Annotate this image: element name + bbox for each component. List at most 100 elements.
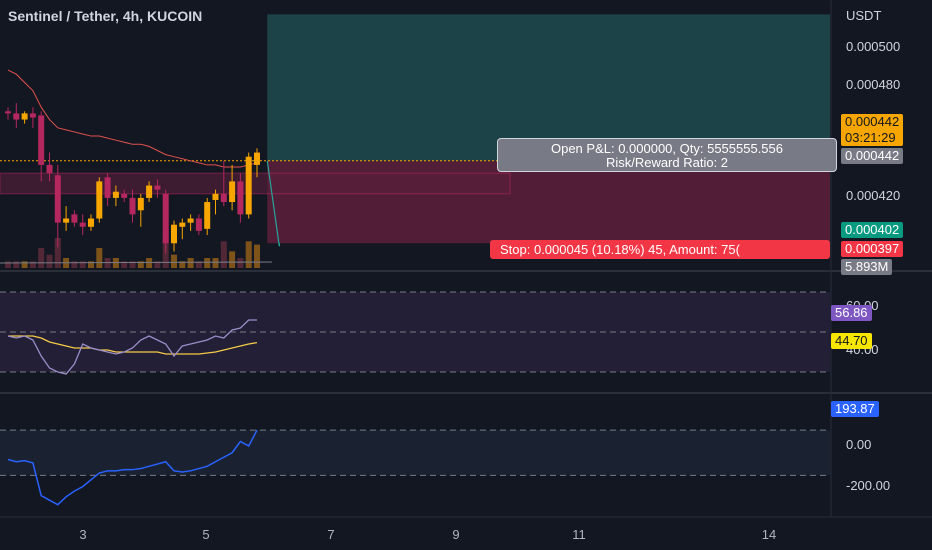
volume-bar xyxy=(21,261,28,268)
countdown-value: 03:21:29 xyxy=(845,130,896,145)
y-tick-label: 0.000480 xyxy=(846,77,901,92)
indicator-value-tag: 193.87 xyxy=(831,401,879,417)
volume-bar xyxy=(204,258,211,268)
candle-body xyxy=(245,156,252,215)
candle-body xyxy=(96,181,103,219)
volume-bar xyxy=(229,251,236,268)
candle-body xyxy=(179,222,186,227)
candle-body xyxy=(137,197,144,211)
volume-bar xyxy=(121,261,128,268)
volume-bar xyxy=(38,248,45,268)
candle-body xyxy=(46,164,53,174)
volume-bar xyxy=(88,261,94,268)
chart-title: Sentinel / Tether, 4h, KUCOIN xyxy=(8,8,203,24)
candle-body xyxy=(13,113,20,120)
candle-body xyxy=(5,111,11,114)
x-tick-label: 3 xyxy=(79,527,87,542)
candle-body xyxy=(29,113,36,118)
candle-body xyxy=(121,193,128,198)
rsi-ma-line xyxy=(8,335,258,355)
candle-body xyxy=(129,197,136,215)
indicator-tick-label: -200.00 xyxy=(846,478,891,493)
profit-zone xyxy=(267,14,830,161)
volume-tag: 5.893M xyxy=(841,259,893,275)
y-tick-label: 0.000500 xyxy=(846,39,901,54)
volume-bar xyxy=(154,261,161,268)
rsi-pane xyxy=(0,291,830,375)
x-tick-label: 5 xyxy=(202,527,210,542)
candle-body xyxy=(171,224,177,244)
candle-body xyxy=(220,193,227,203)
candle-body xyxy=(154,185,161,190)
indicator-pane xyxy=(0,429,830,506)
range-box xyxy=(0,172,511,195)
indicator-band-fill xyxy=(0,430,830,476)
current-price-value: 0.000442 xyxy=(845,114,900,129)
candle-body xyxy=(88,218,94,227)
projected-path xyxy=(266,160,280,247)
x-tick-label: 9 xyxy=(452,527,460,542)
stop-price-tag: 0.000397 xyxy=(841,241,904,257)
volume-bar xyxy=(96,248,103,268)
volume-bar xyxy=(29,261,36,268)
candlesticks[interactable] xyxy=(5,103,260,254)
candle-body xyxy=(204,202,211,229)
candle-body xyxy=(21,113,28,120)
candle-body xyxy=(112,191,119,198)
target-price-tag: 0.000402 xyxy=(841,222,904,238)
price-axis-unit: USDT xyxy=(846,8,882,23)
candle-body xyxy=(212,193,219,200)
volume-bar xyxy=(212,258,219,268)
x-tick-label: 7 xyxy=(327,527,335,542)
stop-info-label: Stop: 0.000045 (10.18%) 45, Amount: 75( xyxy=(490,240,830,259)
position-pnl-text: Open P&L: 0.000000, Qty: 5555555.556 xyxy=(550,141,783,156)
current-price-tag: 0.000442 03:21:29 xyxy=(841,114,904,146)
volume-bar xyxy=(5,261,11,268)
x-tick-label: 14 xyxy=(761,527,777,542)
volume-bar xyxy=(187,258,194,268)
volume-bar xyxy=(71,261,78,268)
volume-bar xyxy=(195,261,202,268)
volume-bar xyxy=(137,261,144,268)
position-info-box[interactable]: Open P&L: 0.000000, Qty: 5555555.556 Ris… xyxy=(497,138,837,172)
entry-price-tag: 0.000442 xyxy=(841,148,904,164)
candle-body xyxy=(54,175,61,223)
volume-bar xyxy=(254,244,260,268)
rsi-ma-value-tag: 44.70 xyxy=(831,333,872,349)
candle-body xyxy=(162,193,169,244)
volume-bars xyxy=(0,238,273,268)
candle-body xyxy=(254,152,260,165)
y-tick-label: 0.000420 xyxy=(846,188,901,203)
candle-body xyxy=(146,185,153,198)
rsi-value-tag: 56.86 xyxy=(831,305,872,321)
candle-body xyxy=(38,115,45,165)
indicator-tick-label: 0.00 xyxy=(846,437,872,452)
volume-bar xyxy=(179,261,186,268)
volume-bar xyxy=(146,258,153,268)
upper-band-path xyxy=(7,69,258,168)
x-tick-label: 11 xyxy=(572,527,586,542)
volume-bar xyxy=(171,254,177,268)
candle-body xyxy=(71,214,78,223)
candle-body xyxy=(104,177,111,198)
volume-bar xyxy=(237,258,244,268)
volume-bar xyxy=(220,241,227,268)
candle-body xyxy=(237,181,244,215)
candle-body xyxy=(229,181,236,203)
indicator-line xyxy=(7,429,258,506)
volume-bar xyxy=(129,261,136,268)
position-zones xyxy=(0,14,830,247)
risk-reward-text: Risk/Reward Ratio: 2 xyxy=(605,155,729,170)
candle-body xyxy=(187,218,194,223)
volume-bar xyxy=(54,238,61,268)
volume-bar xyxy=(245,241,252,268)
candle-body xyxy=(195,218,202,231)
candle-body xyxy=(63,218,70,223)
volume-bar xyxy=(13,261,20,268)
grid xyxy=(0,0,932,518)
rsi-line xyxy=(7,319,257,375)
volume-ma-line xyxy=(0,261,273,264)
candle-body xyxy=(79,222,86,227)
volume-bar xyxy=(46,254,53,268)
